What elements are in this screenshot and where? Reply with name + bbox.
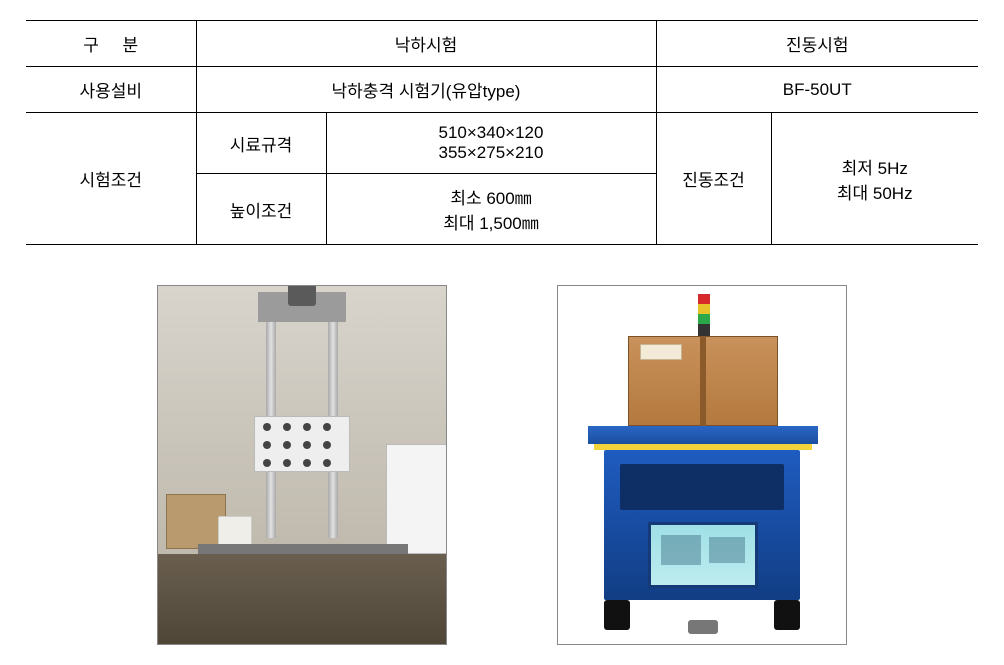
vibration-cond-line1: 최저 5Hz — [842, 159, 908, 178]
vibration-cond-label-cell: 진동조건 — [656, 113, 771, 245]
header-vibration-test-text: 진동시험 — [786, 36, 849, 55]
signal-light-green — [698, 314, 710, 324]
header-category-text: 구 분 — [83, 36, 138, 55]
foot-pedal — [688, 620, 718, 634]
header-category: 구 분 — [26, 21, 196, 67]
equipment-vibration-value: BF-50UT — [783, 80, 852, 99]
equipment-vibration-cell: BF-50UT — [656, 67, 978, 113]
conditions-label: 시험조건 — [79, 171, 142, 190]
equipment-label-cell: 사용설비 — [26, 67, 196, 113]
sample-spec-line1: 510×340×120 — [439, 123, 544, 142]
vibration-cond-value-cell: 최저 5Hz 최대 50Hz — [771, 113, 978, 245]
plate-dot — [323, 459, 331, 467]
rig-motor — [288, 285, 316, 306]
table-row-equipment: 사용설비 낙하충격 시험기(유압type) BF-50UT — [26, 67, 978, 113]
height-label-cell: 높이조건 — [196, 174, 326, 245]
table-row-conditions-1: 시험조건 시료규격 510×340×120 355×275×210 진동조건 최… — [26, 113, 978, 174]
sample-box-tape — [700, 336, 706, 426]
drop-tester-photo — [157, 285, 447, 645]
machine-foot — [604, 600, 630, 630]
sample-box-label — [640, 344, 682, 360]
machine-platform — [588, 426, 818, 444]
plate-dot — [263, 459, 271, 467]
photo-cabinet — [386, 444, 447, 554]
rig-base — [198, 544, 408, 554]
test-conditions-table: 구 분 낙하시험 진동시험 사용설비 낙하충격 시험기(유압type) BF-5… — [26, 20, 978, 245]
plate-dot — [263, 423, 271, 431]
plate-dot — [303, 459, 311, 467]
machine-touchscreen — [648, 522, 758, 588]
header-vibration-test: 진동시험 — [656, 21, 978, 67]
table-header-row: 구 분 낙하시험 진동시험 — [26, 21, 978, 67]
plate-dot — [263, 441, 271, 449]
vibration-cond-label: 진동조건 — [682, 171, 745, 190]
screen-panel — [709, 537, 745, 563]
plate-dot — [283, 423, 291, 431]
sample-spec-line2: 355×275×210 — [439, 143, 544, 162]
machine-foot — [774, 600, 800, 630]
plate-dot — [323, 441, 331, 449]
signal-light-red — [698, 294, 710, 304]
plate-dot — [303, 441, 311, 449]
equipment-photos-row — [20, 285, 984, 645]
sample-spec-label: 시료규격 — [230, 136, 293, 155]
signal-light-yellow — [698, 304, 710, 314]
height-line2: 최대 1,500㎜ — [443, 214, 539, 233]
machine-body-inset — [620, 464, 784, 510]
plate-dot — [283, 441, 291, 449]
height-value-cell: 최소 600㎜ 최대 1,500㎜ — [326, 174, 656, 245]
height-line1: 최소 600㎜ — [450, 189, 531, 208]
conditions-label-cell: 시험조건 — [26, 113, 196, 245]
photo-boxes — [166, 494, 226, 549]
plate-dot — [303, 423, 311, 431]
sample-spec-value-cell: 510×340×120 355×275×210 — [326, 113, 656, 174]
plate-dot — [323, 423, 331, 431]
header-drop-test-text: 낙하시험 — [395, 36, 458, 55]
equipment-label: 사용설비 — [79, 82, 142, 101]
photo-bg-floor — [158, 554, 446, 644]
vibration-cond-line2: 최대 50Hz — [837, 184, 913, 203]
header-drop-test: 낙하시험 — [196, 21, 656, 67]
height-label: 높이조건 — [230, 202, 293, 221]
equipment-drop-cell: 낙하충격 시험기(유압type) — [196, 67, 656, 113]
sample-spec-label-cell: 시료규격 — [196, 113, 326, 174]
plate-dot — [283, 459, 291, 467]
equipment-drop-value: 낙하충격 시험기(유압type) — [332, 82, 521, 101]
screen-panel — [661, 535, 701, 565]
rig-sample-plate — [254, 416, 350, 472]
vibration-tester-photo — [557, 285, 847, 645]
